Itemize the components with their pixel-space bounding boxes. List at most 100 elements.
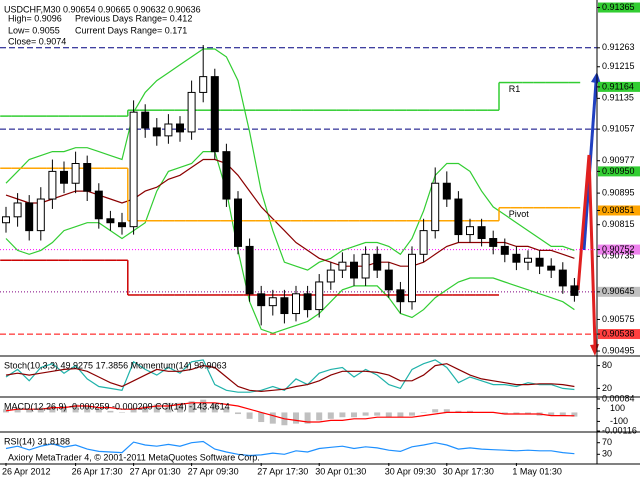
- up-arrow-head: [591, 72, 601, 84]
- macd-bar: [61, 406, 67, 413]
- macd-bar: [513, 412, 520, 415]
- candle-body: [303, 293, 312, 311]
- candle-body: [106, 218, 115, 224]
- tick-highlight: [598, 286, 640, 297]
- macd-bar: [362, 412, 369, 416]
- y-tick-label: 0.90735: [602, 251, 635, 261]
- macd-bar: [432, 409, 439, 413]
- annotation: Axiory MetaTrader 4, © 2001-2011 MetaQuo…: [8, 452, 260, 462]
- candle-body: [164, 123, 173, 137]
- forecast-arrows: [576, 72, 601, 356]
- macd-bar: [211, 402, 218, 413]
- candle-body: [431, 182, 440, 232]
- macd-bar: [14, 407, 21, 413]
- candle-body: [477, 226, 486, 240]
- macd-bar: [142, 406, 149, 413]
- candle-body: [245, 245, 254, 295]
- y-tick-label: 80: [602, 360, 612, 370]
- candle-body: [512, 253, 521, 263]
- candle-body: [118, 222, 126, 228]
- macd-bar: [443, 409, 450, 413]
- y-tick-label: 0.90815: [602, 219, 635, 229]
- y-tick-label: 20: [602, 383, 612, 393]
- candle-body: [373, 253, 382, 271]
- candle-body: [94, 190, 103, 220]
- candle-body: [152, 127, 161, 137]
- y-tick-label: 0.90575: [602, 314, 635, 324]
- macd-bar: [339, 412, 346, 418]
- macd-bar: [467, 410, 473, 413]
- macd-bar: [84, 406, 91, 413]
- macd-bar: [153, 404, 160, 413]
- y-tick-label: 30: [602, 449, 612, 459]
- candle-body: [2, 216, 10, 224]
- panel-title: USDCHF,M30 0.90654 0.90665 0.90632 0.906…: [4, 4, 201, 14]
- down-arrow: [576, 154, 597, 346]
- macd-bar: [165, 402, 172, 413]
- level-label: R1: [509, 84, 521, 94]
- candle-body: [292, 293, 300, 315]
- y-tick-label: -100: [610, 416, 628, 426]
- y-tick-label: 0.90495: [602, 345, 635, 355]
- candle-body: [83, 162, 92, 192]
- macd-bar: [525, 412, 531, 415]
- candle-body: [199, 76, 208, 93]
- macd-bar: [26, 409, 33, 413]
- candle-body: [48, 170, 57, 200]
- candle-body: [384, 269, 393, 291]
- macd-bar: [258, 412, 265, 423]
- y-tick-label: -0.00116: [602, 425, 637, 435]
- tick-highlight: [598, 329, 640, 340]
- panel-title: Stoch(10,3,3) 49.9275 17.3856 Momentum(1…: [4, 360, 227, 370]
- macd-bar: [327, 412, 334, 419]
- candle-body: [454, 198, 463, 236]
- y-tick-label: 0.90950: [602, 166, 635, 176]
- macd-bar: [293, 412, 299, 424]
- level-label: Pivot: [509, 209, 530, 219]
- x-tick-label: 26 Apr 17:30: [72, 466, 123, 476]
- macd-bar: [200, 399, 207, 413]
- x-tick-label: 27 Apr 01:30: [130, 466, 181, 476]
- tick-highlight: [598, 81, 640, 92]
- macd-bar: [501, 412, 508, 415]
- y-tick-label: 0.90645: [602, 286, 635, 296]
- y-tick-label: 0.90895: [602, 187, 635, 197]
- candle-body: [466, 226, 474, 236]
- macd-bar: [269, 412, 276, 424]
- macd-bar: [420, 412, 427, 413]
- x-tick-label: 30 Apr 17:30: [443, 466, 494, 476]
- candle-body: [210, 76, 219, 153]
- indicator-line: [5, 363, 575, 393]
- annotation: Close= 0.9074: [8, 36, 66, 46]
- y-tick-label: 0.90538: [602, 328, 635, 338]
- candle-body: [222, 151, 231, 200]
- candle-body: [547, 265, 556, 271]
- y-tick-label: 0.00084: [602, 393, 635, 403]
- candle-body: [396, 289, 405, 303]
- panel-title: RSI(14) 31.8188: [4, 436, 70, 446]
- candle-body: [500, 245, 509, 255]
- candle-body: [71, 162, 80, 184]
- macd-bar: [130, 407, 137, 413]
- x-tick-label: 27 Apr 17:30: [257, 466, 308, 476]
- x-tick-label: 30 Apr 09:30: [385, 466, 436, 476]
- candle-body: [25, 202, 34, 232]
- x-tick-label: 1 May 01:30: [512, 466, 562, 476]
- candle-body: [13, 202, 22, 218]
- macd-bar: [95, 409, 102, 413]
- tick-highlight: [598, 244, 640, 255]
- macd-bar: [559, 412, 566, 416]
- macd-bar: [397, 412, 404, 418]
- y-tick-label: 0.90851: [602, 205, 635, 215]
- macd-bar: [223, 407, 230, 413]
- y-tick-label: 0.91135: [602, 93, 634, 103]
- tick-highlight: [598, 205, 640, 216]
- candle-body: [315, 281, 324, 311]
- candle-body: [257, 293, 266, 307]
- macd-bar: [385, 412, 392, 418]
- candle-body: [176, 123, 184, 133]
- y-tick-label: 0.91057: [602, 124, 635, 134]
- panel-title: MACD(12,26,9) -0.000259 -0.000209 CCI(14…: [4, 401, 230, 411]
